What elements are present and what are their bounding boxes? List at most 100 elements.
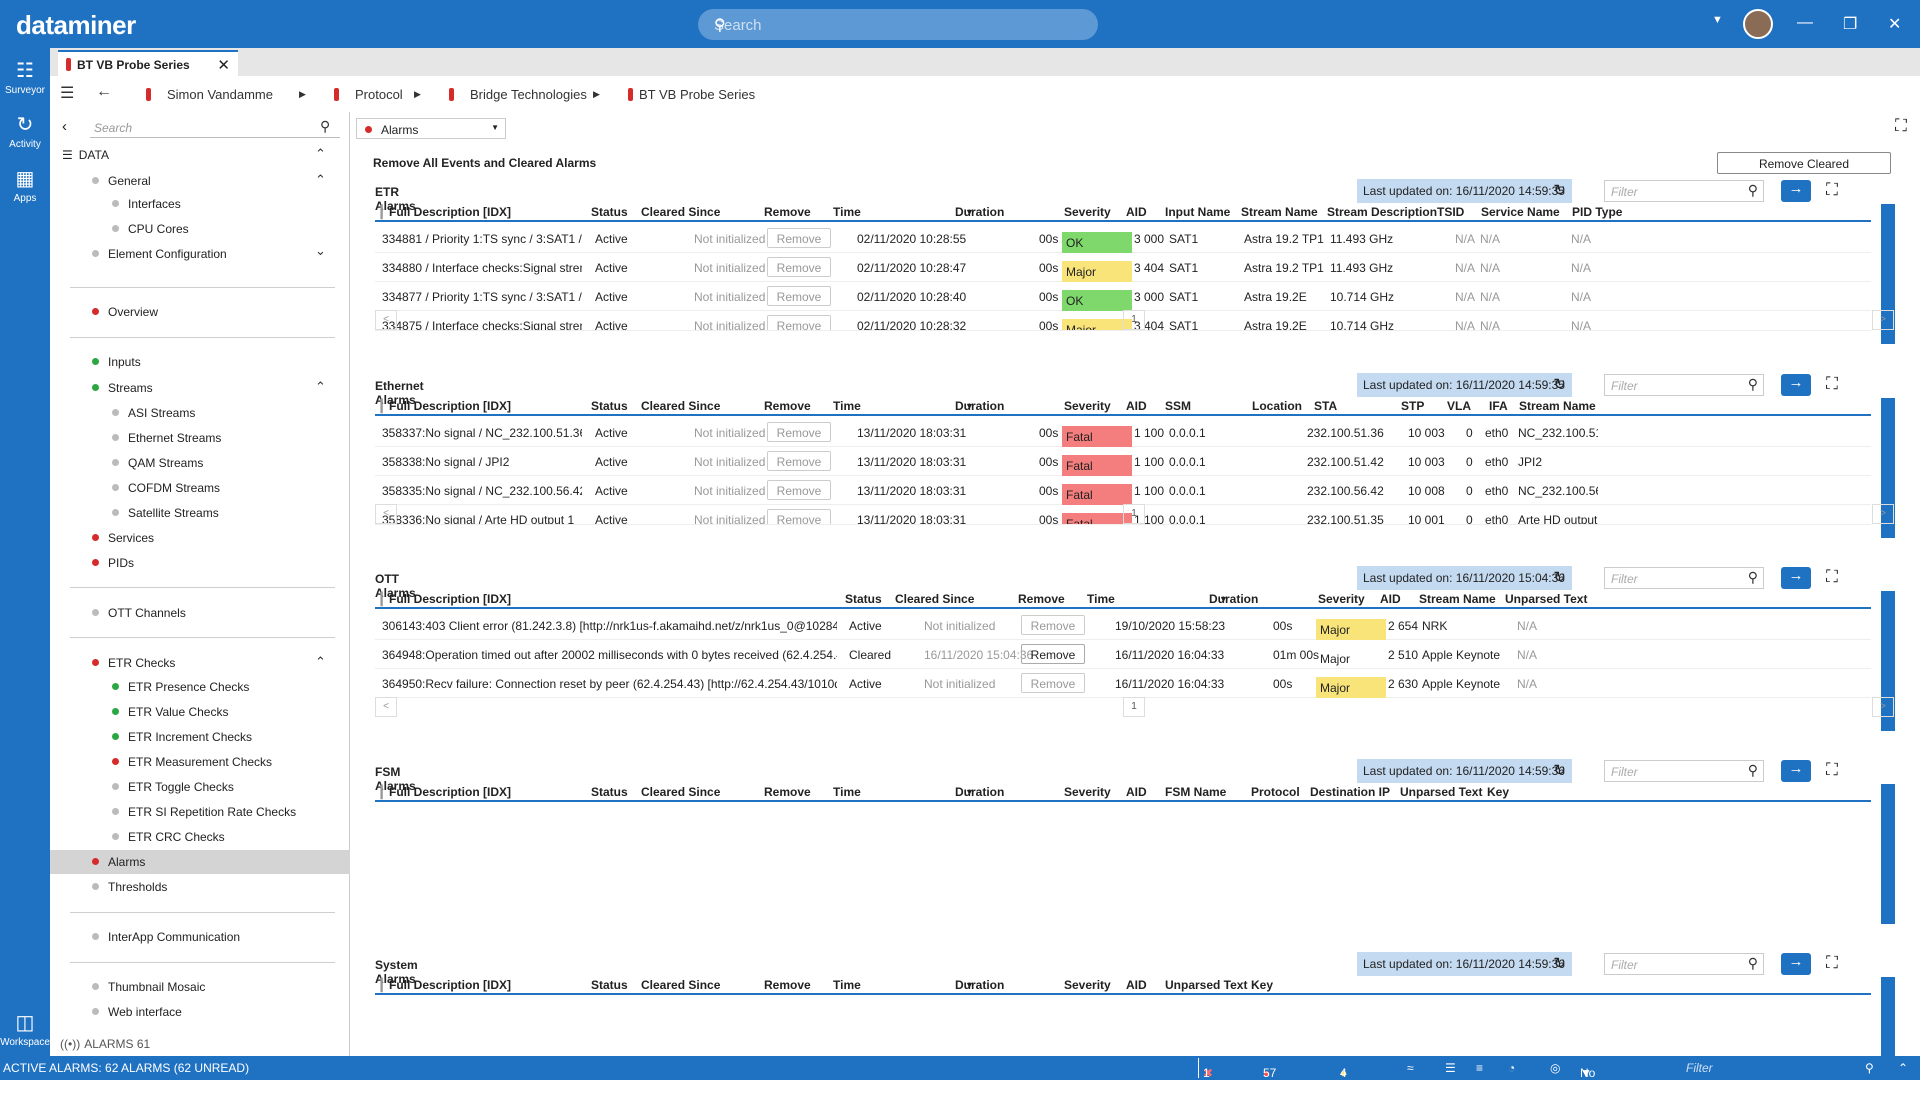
chevron-right-icon[interactable]: ▶ xyxy=(299,89,306,99)
column-header[interactable]: Severity xyxy=(1064,785,1111,799)
sidebar-item-general[interactable]: General xyxy=(92,174,151,188)
column-header[interactable]: Status xyxy=(845,592,882,606)
vertical-scrollbar[interactable] xyxy=(1881,591,1895,731)
remove-button[interactable]: Remove xyxy=(767,451,831,471)
page-dropdown[interactable]: Alarms ▼ xyxy=(356,118,506,139)
column-header[interactable]: Duration xyxy=(955,205,1005,219)
sidebar-item-web[interactable]: Web interface xyxy=(92,1005,182,1019)
column-header[interactable]: Unparsed Text xyxy=(1505,592,1588,606)
refresh-icon[interactable]: ↻ xyxy=(1553,376,1566,393)
rail-apps[interactable]: ▦ Apps xyxy=(0,166,50,204)
column-header[interactable]: Remove xyxy=(764,399,811,413)
table-filter-input[interactable]: Filter ⚲ xyxy=(1604,180,1764,202)
apply-filter-button[interactable]: → xyxy=(1781,374,1811,396)
sidebar-item-alarms[interactable]: Alarms xyxy=(92,855,145,869)
chevron-up-icon[interactable]: ⌃ xyxy=(315,379,326,394)
table-row[interactable]: 358337:No signal / NC_232.100.51.36 Activ… xyxy=(375,418,1871,447)
column-header[interactable]: Full Description [IDX] xyxy=(389,592,512,606)
chevron-down-icon[interactable]: ⌄ xyxy=(315,243,326,258)
apply-filter-button[interactable]: → xyxy=(1781,180,1811,202)
chart-icon[interactable]: ≈ xyxy=(1407,1061,1414,1075)
column-header[interactable]: AID xyxy=(1126,785,1147,799)
fullscreen-icon[interactable]: ⛶ xyxy=(1826,180,1838,199)
column-header[interactable]: Cleared Since xyxy=(641,399,721,413)
next-page-button[interactable]: > xyxy=(1872,697,1894,717)
table-row[interactable]: 334881 / Priority 1:TS sync / 3:SAT1 / 2… xyxy=(375,224,1871,253)
column-header[interactable]: STA xyxy=(1314,399,1338,413)
prev-page-button[interactable]: < xyxy=(375,697,397,717)
remove-button[interactable]: Remove xyxy=(1021,615,1085,635)
column-header[interactable]: AID xyxy=(1126,978,1147,992)
column-header[interactable]: AID xyxy=(1126,399,1147,413)
sort-desc-icon[interactable]: ▼ xyxy=(965,787,974,797)
column-header[interactable]: Stream Name xyxy=(1519,399,1596,413)
prev-page-button[interactable]: < xyxy=(375,504,397,524)
column-header[interactable]: Location xyxy=(1252,399,1302,413)
column-header[interactable]: Duration xyxy=(955,785,1005,799)
collapse-sidebar-icon[interactable]: ‹ xyxy=(62,118,67,135)
vertical-scrollbar[interactable] xyxy=(1881,398,1895,538)
column-header[interactable]: Severity xyxy=(1064,205,1111,219)
column-header[interactable]: Stream Name xyxy=(1241,205,1318,219)
column-header[interactable]: SSM xyxy=(1165,399,1192,413)
chevron-right-icon[interactable]: ▶ xyxy=(593,89,600,99)
sidebar-item-qam-streams[interactable]: QAM Streams xyxy=(112,456,203,470)
column-header[interactable]: IFA xyxy=(1489,399,1508,413)
column-header[interactable]: Unparsed Text xyxy=(1400,785,1483,799)
statusbar-filter[interactable]: Filter xyxy=(1686,1061,1713,1075)
column-header[interactable]: Duration xyxy=(955,399,1005,413)
sidebar-item-etr-si[interactable]: ETR SI Repetition Rate Checks xyxy=(112,805,296,819)
close-window-icon[interactable]: ✕ xyxy=(1888,16,1902,33)
table-row[interactable]: 364950:Recv failure: Connection reset by… xyxy=(375,669,1871,698)
column-header[interactable]: Cleared Since xyxy=(641,785,721,799)
sidebar-root-data[interactable]: ☰ DATA xyxy=(62,148,109,162)
column-header[interactable]: Status xyxy=(591,205,628,219)
remove-button[interactable]: Remove xyxy=(1021,644,1085,664)
sidebar-item-thumbnail[interactable]: Thumbnail Mosaic xyxy=(92,980,205,994)
tab-bt-vb-probe[interactable]: BT VB Probe Series ✕ xyxy=(58,50,238,76)
apply-filter-button[interactable]: → xyxy=(1781,953,1811,975)
column-header[interactable]: Status xyxy=(591,399,628,413)
column-header[interactable]: AID xyxy=(1380,592,1401,606)
search-icon[interactable]: ⚲ xyxy=(1747,569,1758,585)
sort-desc-icon[interactable]: ▼ xyxy=(1219,594,1228,604)
fullscreen-icon[interactable]: ⛶ xyxy=(1826,760,1838,779)
fullscreen-icon[interactable]: ⛶ xyxy=(1826,374,1838,393)
table-filter-input[interactable]: Filter ⚲ xyxy=(1604,953,1764,975)
list-icon[interactable]: ☰ xyxy=(1445,1061,1456,1075)
sidebar-search[interactable]: Search ⚲ xyxy=(90,118,340,138)
column-header[interactable]: Duration xyxy=(1209,592,1259,606)
column-header[interactable]: TSID xyxy=(1437,205,1465,219)
column-header[interactable]: Severity xyxy=(1318,592,1365,606)
column-header[interactable]: AID xyxy=(1126,205,1147,219)
column-header[interactable]: Status xyxy=(591,978,628,992)
breadcrumb-item[interactable]: Protocol xyxy=(334,87,403,102)
sidebar-item-services[interactable]: Services xyxy=(92,531,154,545)
rail-activity[interactable]: ↻ Activity xyxy=(0,112,50,150)
chevron-up-icon[interactable]: ⌃ xyxy=(1898,1061,1909,1075)
column-header[interactable]: Status xyxy=(591,785,628,799)
sidebar-item-overview[interactable]: Overview xyxy=(92,305,158,319)
rail-workspace[interactable]: ◫ Workspace xyxy=(0,1010,50,1048)
user-avatar[interactable] xyxy=(1743,9,1773,39)
column-header[interactable]: PID Type xyxy=(1572,205,1623,219)
sidebar-item-ethernet-streams[interactable]: Ethernet Streams xyxy=(112,431,221,445)
table-row[interactable]: 306143:403 Client error (81.242.3.8) [ht… xyxy=(375,611,1871,640)
target-icon[interactable]: ◎ xyxy=(1550,1061,1561,1075)
minimize-icon[interactable]: — xyxy=(1797,14,1813,31)
column-header[interactable]: Time xyxy=(833,978,861,992)
back-arrow-icon[interactable]: ← xyxy=(96,83,112,100)
table-row[interactable]: 334875 / Interface checks:Signal strengt… xyxy=(375,311,1871,331)
remove-button[interactable]: Remove xyxy=(767,257,831,277)
column-header[interactable]: Remove xyxy=(1018,592,1065,606)
search-icon[interactable]: ⚲ xyxy=(320,118,331,134)
sidebar-item-etr-measurement[interactable]: ETR Measurement Checks xyxy=(112,755,272,769)
page-number[interactable]: 1 xyxy=(1123,310,1145,330)
next-page-button[interactable]: > xyxy=(1872,504,1894,524)
rail-surveyor[interactable]: ☷ Surveyor xyxy=(0,58,50,96)
refresh-icon[interactable]: ↻ xyxy=(1553,182,1566,199)
column-header[interactable]: Time xyxy=(1087,592,1115,606)
column-header[interactable]: Remove xyxy=(764,978,811,992)
column-header[interactable]: Full Description [IDX] xyxy=(389,785,512,799)
prev-page-button[interactable]: < xyxy=(375,310,397,330)
